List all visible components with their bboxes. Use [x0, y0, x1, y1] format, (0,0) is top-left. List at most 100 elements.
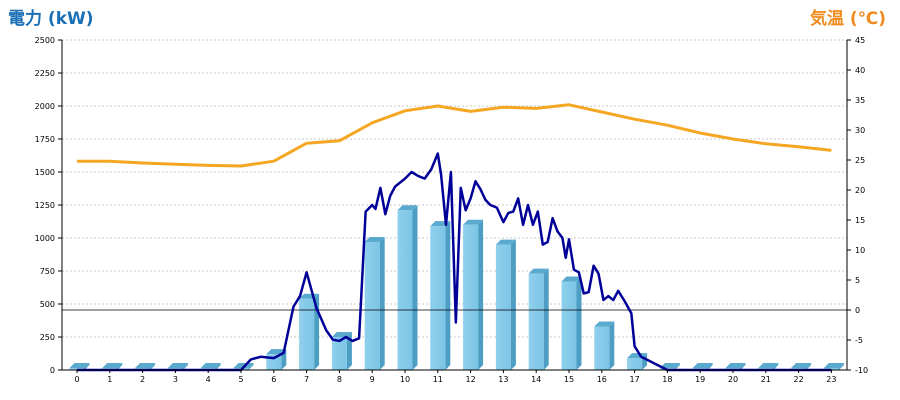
bar-top	[135, 363, 156, 369]
right-tick-label: 45	[855, 36, 865, 45]
bar-front	[430, 226, 446, 370]
left-tick-label: 1500	[35, 168, 55, 177]
data-lines	[77, 103, 832, 372]
left-tick-label: 2500	[35, 36, 55, 45]
left-tick-label: 1750	[35, 135, 55, 144]
bar-side	[215, 363, 221, 370]
power-bar	[528, 268, 549, 370]
x-tick-label: 11	[433, 375, 443, 384]
bar-top	[167, 363, 188, 369]
right-tick-label: 30	[855, 126, 865, 135]
left-tick-label: 2000	[35, 102, 55, 111]
bar-front	[561, 281, 577, 370]
x-tick-label: 2	[140, 375, 145, 384]
bar-front	[627, 358, 643, 370]
bar-side	[379, 236, 385, 370]
bar-side	[248, 363, 254, 370]
bar-side	[182, 363, 188, 370]
bar-front	[364, 241, 380, 370]
bar-side	[117, 363, 123, 370]
x-tick-label: 9	[370, 375, 375, 384]
x-tick-label: 23	[826, 375, 836, 384]
bar-side	[740, 363, 746, 370]
axes: 02505007501000125015001750200022502500-1…	[35, 36, 868, 384]
x-tick-label: 19	[695, 375, 705, 384]
bar-side	[674, 363, 680, 370]
bar-top	[823, 363, 844, 369]
bar-side	[543, 268, 549, 370]
left-tick-label: 250	[40, 333, 55, 342]
right-tick-label: 10	[855, 246, 865, 255]
x-tick-label: 17	[630, 375, 640, 384]
x-tick-label: 22	[794, 375, 804, 384]
bar-side	[510, 239, 516, 370]
bar-top	[659, 363, 680, 369]
x-tick-label: 13	[498, 375, 508, 384]
left-tick-label: 0	[50, 366, 55, 375]
bar-front	[299, 298, 315, 370]
bar-front	[463, 224, 479, 370]
right-tick-label: 25	[855, 156, 865, 165]
right-tick-label: -5	[855, 336, 863, 345]
bar-top	[200, 363, 221, 369]
bar-top	[528, 268, 549, 274]
bar-side	[150, 363, 156, 370]
bar-side	[346, 332, 352, 370]
bar-side	[84, 363, 90, 370]
bar-top	[791, 363, 812, 369]
x-tick-label: 16	[597, 375, 607, 384]
right-tick-label: -10	[855, 366, 868, 375]
x-tick-label: 8	[337, 375, 342, 384]
bar-side	[806, 363, 812, 370]
right-axis-title: 気温 (℃)	[809, 9, 886, 29]
left-tick-label: 500	[40, 300, 55, 309]
bar-side	[707, 363, 713, 370]
left-tick-label: 2250	[35, 69, 55, 78]
x-tick-label: 18	[662, 375, 672, 384]
x-tick-label: 20	[728, 375, 738, 384]
power-bar	[463, 219, 484, 370]
bar-side	[478, 219, 484, 370]
bar-top	[102, 363, 123, 369]
right-tick-label: 15	[855, 216, 865, 225]
left-tick-label: 750	[40, 267, 55, 276]
bar-top	[69, 363, 90, 369]
bar-top	[495, 239, 516, 245]
x-tick-label: 5	[238, 375, 243, 384]
power-bar	[430, 221, 451, 370]
power-bar	[331, 332, 352, 370]
bar-side	[576, 276, 582, 370]
power-line	[77, 152, 832, 372]
bar-side	[838, 363, 844, 370]
x-tick-label: 14	[531, 375, 541, 384]
bar-top	[561, 276, 582, 282]
bar-side	[445, 221, 451, 370]
bar-front	[594, 326, 610, 370]
bar-front	[495, 244, 511, 370]
bar-top	[331, 332, 352, 337]
bar-side	[773, 363, 779, 370]
bar-front	[397, 210, 413, 370]
bar-top	[758, 363, 779, 369]
left-axis-title: 電力 (kW)	[8, 9, 94, 29]
x-tick-label: 7	[304, 375, 309, 384]
power-bar	[495, 239, 516, 370]
power-bar	[627, 353, 648, 370]
power-bar	[561, 276, 582, 370]
x-tick-label: 1	[107, 375, 112, 384]
right-tick-label: 20	[855, 186, 865, 195]
bar-top	[594, 321, 615, 327]
x-tick-label: 3	[173, 375, 178, 384]
x-tick-label: 4	[206, 375, 211, 384]
bar-side	[412, 205, 418, 370]
bar-top	[463, 219, 484, 225]
left-tick-label: 1000	[35, 234, 55, 243]
bar-side	[609, 321, 615, 370]
bar-top	[725, 363, 746, 369]
right-tick-label: 40	[855, 66, 865, 75]
power-bar	[594, 321, 615, 370]
x-tick-label: 12	[466, 375, 476, 384]
bar-top	[364, 236, 385, 242]
right-tick-label: 5	[855, 276, 860, 285]
